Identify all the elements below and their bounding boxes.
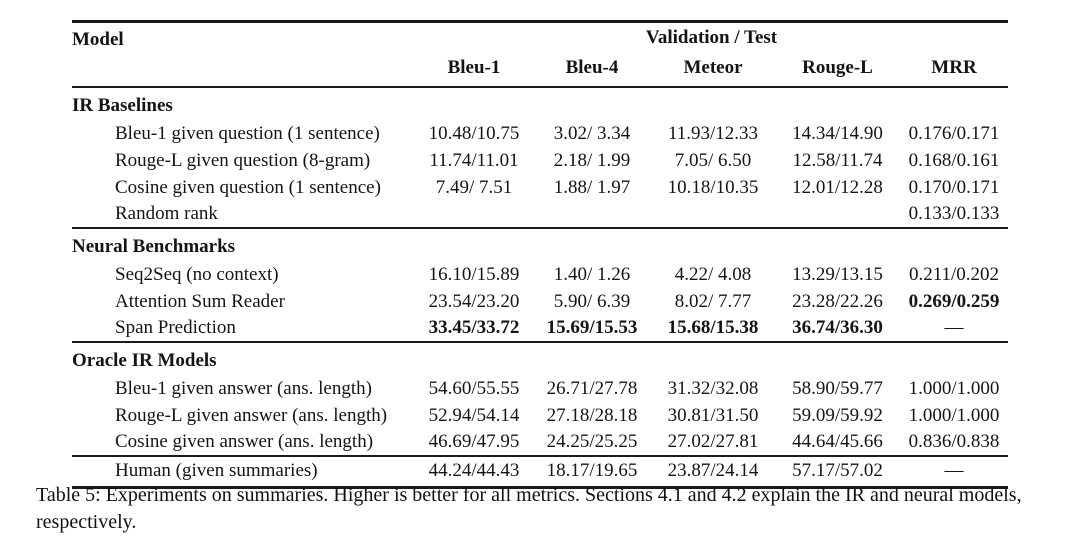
metric-value: 11.74/11.01 [429, 149, 519, 171]
section-title: Neural Benchmarks [72, 235, 236, 257]
metric-value: 23.54/23.20 [428, 290, 520, 312]
metric-value [651, 201, 775, 228]
metric-value: 24.25/25.25 [546, 431, 638, 452]
section-title: IR Baselines [72, 94, 173, 116]
metric-value: 52.94/54.14 [428, 404, 520, 426]
metric-value: 2.18/ 1.99 [553, 149, 631, 171]
metric-value: 14.34/14.90 [792, 122, 883, 144]
metric-value: 1.000/1.000 [908, 404, 1000, 426]
row-label: Seq2Seq (no context) [115, 263, 279, 285]
metric-value: 36.74/36.30 [792, 317, 883, 338]
metric-value: 44.24/44.43 [428, 460, 520, 482]
results-table: Model Validation / Test Bleu-1 Bleu-4 Me… [72, 20, 1008, 489]
metric-value: 18.17/19.65 [546, 460, 638, 482]
metric-value: 11.93/12.33 [667, 122, 759, 144]
metric-value: 23.87/24.14 [667, 460, 759, 482]
metric-value: 1.40/ 1.26 [553, 263, 631, 285]
row-label: Bleu-1 given question (1 sentence) [115, 122, 380, 144]
section-ir-baselines: IR Baselines Bleu-1 given question (1 se… [72, 87, 1008, 228]
metric-value: 0.211/0.202 [908, 263, 1000, 285]
metric-value: 57.17/57.02 [792, 460, 883, 482]
metric-value: 7.49/ 7.51 [435, 176, 513, 198]
metric-value: 12.58/11.74 [792, 149, 883, 171]
section-oracle-ir-models: Oracle IR Models Bleu-1 given answer (an… [72, 342, 1008, 456]
metric-value: 58.90/59.77 [792, 377, 883, 399]
metric-value: 44.64/45.66 [792, 431, 883, 452]
metric-value: 31.32/32.08 [667, 377, 759, 399]
table-row: Random rank 0.133/0.133 [72, 201, 1008, 228]
metric-value: 3.02/ 3.34 [553, 122, 631, 144]
metric-value [533, 201, 651, 228]
metric-value: 1.88/ 1.97 [553, 176, 631, 198]
table-row: Cosine given question (1 sentence) 7.49/… [72, 174, 1008, 201]
row-label: Human (given summaries) [115, 460, 318, 482]
metric-value: 0.170/0.171 [908, 176, 1000, 198]
metric-value: 23.28/22.26 [792, 290, 883, 312]
metric-value: 15.69/15.53 [546, 317, 638, 338]
metric-value: 27.02/27.81 [667, 431, 759, 452]
section-title: Oracle IR Models [72, 349, 217, 371]
row-label: Bleu-1 given answer (ans. length) [115, 377, 372, 399]
metric-value: 46.69/47.95 [428, 431, 520, 452]
metric-value: — [944, 317, 964, 338]
row-label: Rouge-L given question (8-gram) [115, 149, 371, 171]
metric-value: 10.48/10.75 [428, 122, 520, 144]
metric-value: 0.836/0.838 [908, 431, 1000, 452]
metric-value: 5.90/ 6.39 [553, 290, 631, 312]
table-row: Span Prediction 33.45/33.72 15.69/15.53 … [72, 315, 1008, 342]
metric-value: 4.22/ 4.08 [674, 263, 752, 285]
metric-value: 10.18/10.35 [667, 176, 759, 198]
table-row: Human (given summaries) 44.24/44.43 18.1… [72, 456, 1008, 487]
model-column-header: Model [72, 29, 124, 50]
metric-column-header-rougel: Rouge-L [802, 56, 873, 78]
metric-value: 54.60/55.55 [428, 377, 520, 399]
metric-value: 0.133/0.133 [908, 203, 1000, 224]
metric-column-header-meteor: Meteor [683, 56, 743, 78]
table-caption: Table 5: Experiments on summaries. Highe… [36, 484, 1022, 533]
metric-value: 0.176/0.171 [908, 122, 1000, 144]
table-row: Bleu-1 given answer (ans. length) 54.60/… [72, 375, 1008, 402]
table-row: Cosine given answer (ans. length) 46.69/… [72, 429, 1008, 456]
metric-value: 1.000/1.000 [908, 377, 1000, 399]
table-row: Seq2Seq (no context) 16.10/15.89 1.40/ 1… [72, 261, 1008, 288]
section-neural-benchmarks: Neural Benchmarks Seq2Seq (no context) 1… [72, 228, 1008, 342]
metric-value: 13.29/13.15 [792, 263, 883, 285]
metric-value: 0.269/0.259 [908, 290, 1000, 312]
row-label: Attention Sum Reader [115, 290, 285, 312]
metric-value: 59.09/59.92 [792, 404, 883, 426]
metric-column-header-bleu4: Bleu-4 [565, 56, 619, 78]
metric-value: 12.01/12.28 [792, 176, 883, 198]
metric-value: 16.10/15.89 [428, 263, 520, 285]
row-label: Cosine given question (1 sentence) [115, 176, 381, 198]
metric-value: 27.18/28.18 [546, 404, 638, 426]
table-row: Rouge-L given answer (ans. length) 52.94… [72, 402, 1008, 429]
validation-test-group-header: Validation / Test [645, 27, 778, 48]
row-label: Random rank [115, 203, 218, 224]
metric-column-header-mrr: MRR [931, 56, 977, 78]
table-row: Attention Sum Reader 23.54/23.20 5.90/ 6… [72, 288, 1008, 315]
metric-value: — [944, 460, 964, 482]
metric-value: 15.68/15.38 [667, 317, 759, 338]
row-label: Cosine given answer (ans. length) [115, 431, 374, 452]
metric-value: 7.05/ 6.50 [674, 149, 752, 171]
table-row: Bleu-1 given question (1 sentence) 10.48… [72, 120, 1008, 147]
metric-column-header-bleu1: Bleu-1 [447, 56, 501, 78]
metric-value [415, 201, 533, 228]
table-row: Rouge-L given question (8-gram) 11.74/11… [72, 147, 1008, 174]
table-header: Model Validation / Test Bleu-1 Bleu-4 Me… [72, 22, 1008, 87]
metric-value: 8.02/ 7.77 [674, 290, 752, 312]
metric-value: 26.71/27.78 [546, 377, 638, 399]
metric-value: 30.81/31.50 [667, 404, 759, 426]
metric-value [775, 201, 900, 228]
metric-value: 0.168/0.161 [908, 149, 1000, 171]
metric-value: 33.45/33.72 [428, 317, 520, 338]
row-label: Rouge-L given answer (ans. length) [115, 404, 388, 426]
section-human: Human (given summaries) 44.24/44.43 18.1… [72, 456, 1008, 487]
row-label: Span Prediction [115, 317, 236, 338]
